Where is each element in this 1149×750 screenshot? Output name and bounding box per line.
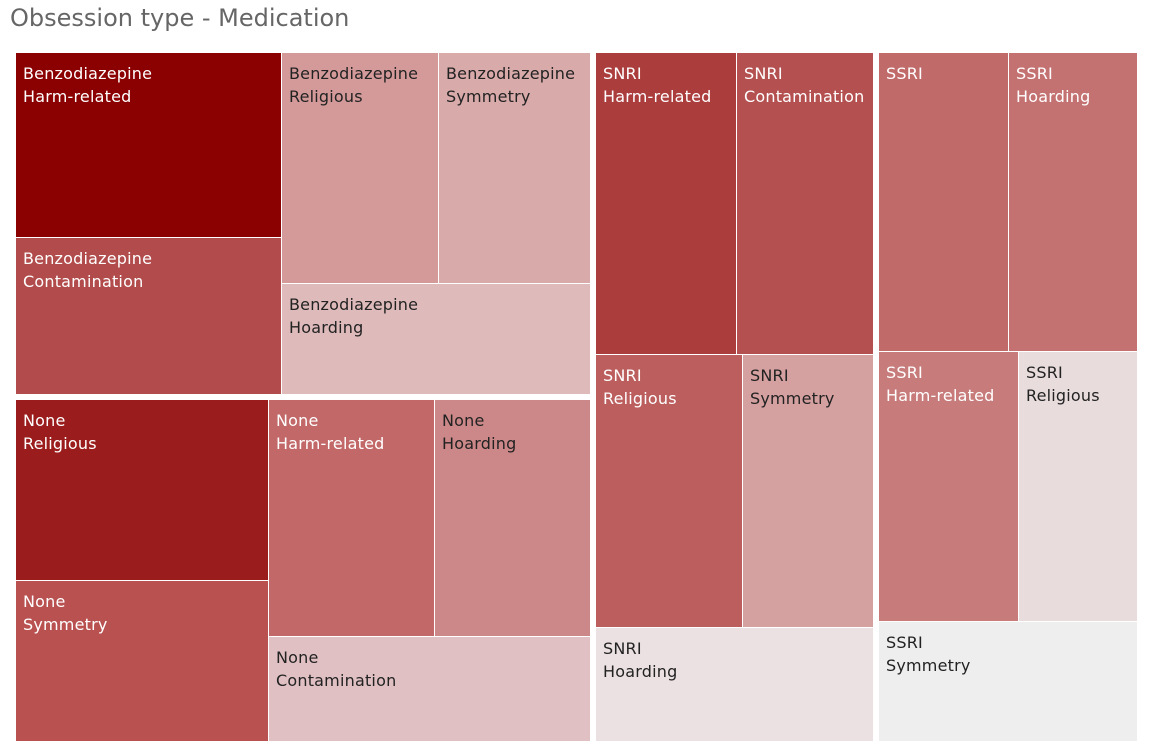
tile-label: SNRI Harm-related xyxy=(603,62,712,108)
treemap-tile[interactable]: None Harm-related xyxy=(269,400,435,637)
treemap-tile[interactable]: Benzodiazepine Contamination xyxy=(16,238,282,395)
tile-label: None Symmetry xyxy=(23,590,108,636)
tile-obsession-label: Hoarding xyxy=(442,434,517,453)
tile-medication-label: None xyxy=(442,411,485,430)
tile-obsession-label: Hoarding xyxy=(603,662,678,681)
tile-label: None Religious xyxy=(23,409,97,455)
treemap-tile[interactable]: Benzodiazepine Hoarding xyxy=(282,284,591,395)
tile-medication-label: SNRI xyxy=(603,639,642,658)
treemap-tile[interactable]: SNRI Contamination xyxy=(737,53,874,355)
tile-medication-label: Benzodiazepine xyxy=(289,295,419,314)
treemap-tile[interactable]: SNRI Hoarding xyxy=(596,628,874,742)
tile-obsession-label: Religious xyxy=(23,434,97,453)
tile-obsession-label: Symmetry xyxy=(886,656,971,675)
tile-label: SNRI Religious xyxy=(603,364,677,410)
tile-obsession-label: Symmetry xyxy=(750,389,835,408)
tile-label: SNRI Hoarding xyxy=(603,637,677,683)
tile-label: Benzodiazepine Religious xyxy=(289,62,418,108)
tile-medication-label: Benzodiazepine xyxy=(446,64,576,83)
tile-medication-label: None xyxy=(23,411,66,430)
treemap-tile[interactable]: None Religious xyxy=(16,400,269,581)
tile-label: SSRI Hoarding xyxy=(1016,62,1090,108)
tile-obsession-label: Harm-related xyxy=(603,87,712,106)
tile-medication-label: SNRI xyxy=(603,64,642,83)
tile-label: SNRI Contamination xyxy=(744,62,864,108)
tile-medication-label: None xyxy=(23,592,66,611)
tile-label: None Hoarding xyxy=(442,409,516,455)
tile-obsession-label: Contamination xyxy=(744,87,865,106)
tile-label: Benzodiazepine Harm-related xyxy=(23,62,152,108)
tile-obsession-label: Hoarding xyxy=(1016,87,1091,106)
treemap-tile[interactable]: Benzodiazepine Religious xyxy=(282,53,439,284)
treemap-tile[interactable]: None Hoarding xyxy=(435,400,591,637)
chart-title: Obsession type - Medication xyxy=(10,4,350,32)
tile-label: Benzodiazepine Hoarding xyxy=(289,293,418,339)
tile-medication-label: None xyxy=(276,411,319,430)
tile-label: SSRI Symmetry xyxy=(886,631,971,677)
tile-obsession-label: Contamination xyxy=(23,272,144,291)
tile-label: Benzodiazepine Contamination xyxy=(23,247,152,293)
tile-label: None Harm-related xyxy=(276,409,385,455)
tile-medication-label: SSRI xyxy=(886,633,923,652)
tile-medication-label: SSRI xyxy=(886,64,923,83)
tile-obsession-label: Contamination xyxy=(276,671,397,690)
tile-label: Benzodiazepine Symmetry xyxy=(446,62,575,108)
tile-medication-label: SSRI xyxy=(1026,363,1063,382)
tile-obsession-label: Symmetry xyxy=(23,615,108,634)
tile-obsession-label: Harm-related xyxy=(23,87,132,106)
tile-medication-label: Benzodiazepine xyxy=(289,64,419,83)
tile-obsession-label: Hoarding xyxy=(289,318,364,337)
tile-obsession-label: Religious xyxy=(289,87,363,106)
treemap-tile[interactable]: SNRI Religious xyxy=(596,355,743,628)
treemap-tile[interactable]: SNRI Harm-related xyxy=(596,53,737,355)
treemap-tile[interactable]: SSRI Symmetry xyxy=(879,622,1138,742)
tile-label: SSRI Harm-related xyxy=(886,361,995,407)
tile-medication-label: SSRI xyxy=(1016,64,1053,83)
treemap-tile[interactable]: None Contamination xyxy=(269,637,591,742)
treemap-tile[interactable]: None Symmetry xyxy=(16,581,269,742)
tile-medication-label: SNRI xyxy=(750,366,789,385)
tile-label: SSRI Religious xyxy=(1026,361,1100,407)
treemap-tile[interactable]: SSRI Harm-related xyxy=(879,352,1019,622)
tile-medication-label: Benzodiazepine xyxy=(23,64,153,83)
tile-medication-label: None xyxy=(276,648,319,667)
tile-obsession-label: Harm-related xyxy=(276,434,385,453)
tile-label: SSRI xyxy=(886,62,923,85)
tile-medication-label: SSRI xyxy=(886,363,923,382)
treemap-tile[interactable]: Benzodiazepine Harm-related xyxy=(16,53,282,238)
tile-obsession-label: Religious xyxy=(603,389,677,408)
treemap-tile[interactable]: Benzodiazepine Symmetry xyxy=(439,53,591,284)
tile-obsession-label: Religious xyxy=(1026,386,1100,405)
tile-label: None Contamination xyxy=(276,646,396,692)
tile-medication-label: SNRI xyxy=(603,366,642,385)
treemap-tile[interactable]: SSRI xyxy=(879,53,1009,352)
tile-obsession-label: Symmetry xyxy=(446,87,531,106)
treemap-tile[interactable]: SSRI Hoarding xyxy=(1009,53,1138,352)
treemap-tile[interactable]: SNRI Symmetry xyxy=(743,355,874,628)
treemap-tile[interactable]: SSRI Religious xyxy=(1019,352,1138,622)
tile-label: SNRI Symmetry xyxy=(750,364,835,410)
tile-medication-label: Benzodiazepine xyxy=(23,249,153,268)
tile-medication-label: SNRI xyxy=(744,64,783,83)
tile-obsession-label: Harm-related xyxy=(886,386,995,405)
